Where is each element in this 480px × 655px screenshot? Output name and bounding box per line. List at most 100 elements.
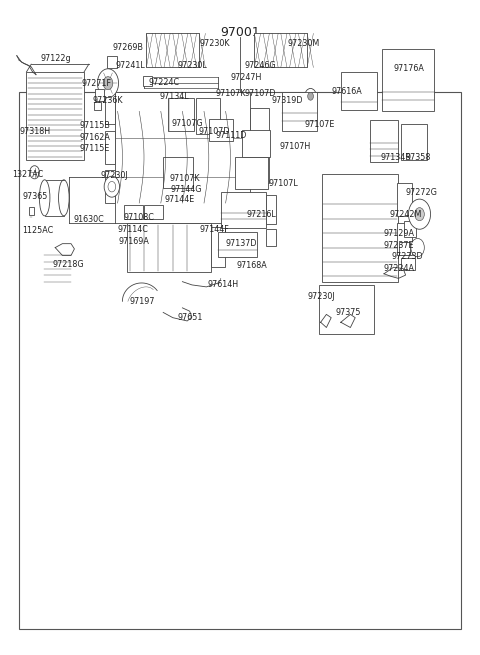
Text: 97107K: 97107K (215, 89, 246, 98)
Bar (209, 119, 233, 141)
Text: 97134R: 97134R (380, 153, 411, 162)
Bar (107, 56, 117, 68)
Text: 97001: 97001 (220, 26, 260, 39)
Bar (322, 174, 398, 282)
Text: 97115B: 97115B (79, 121, 110, 130)
Text: 97169A: 97169A (119, 236, 149, 246)
Bar (399, 242, 410, 255)
Bar (144, 205, 163, 219)
Bar (250, 108, 269, 144)
Text: 97272G: 97272G (406, 188, 437, 197)
Text: 97241L: 97241L (115, 61, 145, 70)
Bar (341, 72, 377, 110)
Text: 97108C: 97108C (124, 213, 155, 222)
Text: 97318H: 97318H (19, 126, 50, 136)
Bar (29, 207, 34, 215)
Text: 97236K: 97236K (92, 96, 123, 105)
Text: 97107D: 97107D (199, 126, 230, 136)
Text: 97224C: 97224C (149, 78, 180, 87)
Circle shape (108, 181, 116, 192)
Text: 97616A: 97616A (331, 87, 362, 96)
Text: 97230M: 97230M (288, 39, 320, 48)
Circle shape (103, 77, 113, 90)
Text: 97365: 97365 (23, 192, 48, 201)
Text: 97218G: 97218G (53, 260, 84, 269)
Bar (19, 92, 461, 629)
Text: 1327AC: 1327AC (12, 170, 43, 179)
Text: 97176A: 97176A (394, 64, 424, 73)
Bar (266, 229, 276, 246)
Ellipse shape (59, 180, 69, 216)
Text: 97247H: 97247H (230, 73, 262, 82)
Bar (115, 92, 250, 223)
Text: 97230J: 97230J (101, 171, 129, 180)
Bar (127, 223, 211, 272)
Bar (282, 92, 317, 131)
Text: 97107K: 97107K (170, 174, 201, 183)
Circle shape (104, 176, 120, 197)
Text: 97144E: 97144E (164, 195, 194, 204)
Bar (221, 192, 266, 228)
Bar (382, 49, 434, 111)
Bar (95, 89, 104, 101)
Circle shape (305, 88, 316, 104)
Text: 97197: 97197 (130, 297, 155, 306)
Bar (254, 33, 307, 67)
Bar (94, 102, 101, 110)
Bar (266, 195, 276, 224)
Bar (404, 221, 416, 237)
Bar (211, 227, 225, 267)
Text: 97111D: 97111D (216, 131, 247, 140)
Text: 97107L: 97107L (269, 179, 299, 188)
Bar (196, 98, 220, 134)
Text: 97269B: 97269B (113, 43, 144, 52)
Bar (105, 131, 115, 164)
Text: 97237E: 97237E (384, 241, 415, 250)
Text: 97216L: 97216L (246, 210, 276, 219)
Text: 97375: 97375 (336, 308, 361, 317)
Bar (26, 72, 84, 160)
Text: 97651: 97651 (178, 312, 203, 322)
Text: 97224A: 97224A (384, 264, 415, 273)
Text: 1125AC: 1125AC (23, 226, 54, 235)
Bar (124, 205, 143, 219)
Text: 97273D: 97273D (391, 252, 423, 261)
Text: 91630C: 91630C (73, 215, 104, 224)
Bar (397, 183, 412, 216)
Text: 97230K: 97230K (199, 39, 230, 48)
Circle shape (97, 69, 119, 98)
Text: 97114C: 97114C (118, 225, 148, 234)
Bar (163, 157, 193, 188)
Bar (218, 232, 257, 257)
Bar (319, 285, 374, 334)
Text: 97107G: 97107G (171, 119, 203, 128)
Text: 97144F: 97144F (199, 225, 229, 234)
Bar (105, 170, 115, 203)
Circle shape (30, 166, 39, 179)
Text: 97122g: 97122g (41, 54, 72, 64)
Text: 97129A: 97129A (384, 229, 415, 238)
Circle shape (308, 92, 313, 100)
Bar (235, 157, 268, 189)
Bar (250, 147, 269, 183)
Text: 97246G: 97246G (245, 61, 276, 70)
Text: 97230L: 97230L (178, 61, 207, 70)
Text: 97242M: 97242M (390, 210, 422, 219)
Text: 97137D: 97137D (226, 239, 257, 248)
Circle shape (415, 208, 424, 221)
Bar (168, 98, 194, 131)
Bar (105, 92, 115, 124)
Text: 97107H: 97107H (279, 142, 311, 151)
Text: 97144G: 97144G (171, 185, 203, 195)
Text: 97134L: 97134L (160, 92, 190, 102)
Text: 97614H: 97614H (207, 280, 239, 290)
Text: 97115E: 97115E (79, 144, 109, 153)
Bar (242, 130, 270, 157)
Text: 97319D: 97319D (271, 96, 303, 105)
Text: 97107E: 97107E (305, 120, 335, 129)
Text: 97358: 97358 (406, 153, 431, 162)
Bar (370, 120, 398, 162)
Ellipse shape (39, 180, 50, 216)
Bar (143, 76, 152, 86)
Bar (401, 124, 427, 160)
